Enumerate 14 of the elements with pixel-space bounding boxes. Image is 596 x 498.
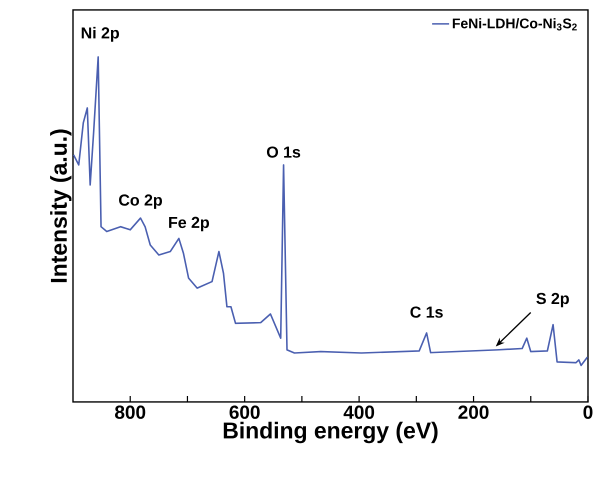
x-axis-title: Binding energy (eV): [224, 422, 438, 444]
annotation: S 2p: [536, 292, 569, 308]
annotation: Co 2p: [119, 194, 162, 209]
x-tick-label: 200: [458, 406, 489, 419]
x-tick-label: 800: [115, 406, 146, 419]
annotation: Fe 2p: [169, 216, 209, 232]
annotation: C 1s: [410, 306, 443, 318]
x-tick-label: 400: [344, 406, 374, 419]
legend-label: FeNi-LDH/Co-Ni$_{3}$S$_{2}$: [452, 18, 577, 30]
annotation: O 1s: [266, 146, 300, 158]
y-axis-title: Intensity (a.u.): [50, 129, 72, 282]
annotation: Ni 2p: [82, 26, 119, 42]
x-tick-label: 0: [583, 406, 592, 419]
x-tick-label: 600: [230, 406, 260, 419]
